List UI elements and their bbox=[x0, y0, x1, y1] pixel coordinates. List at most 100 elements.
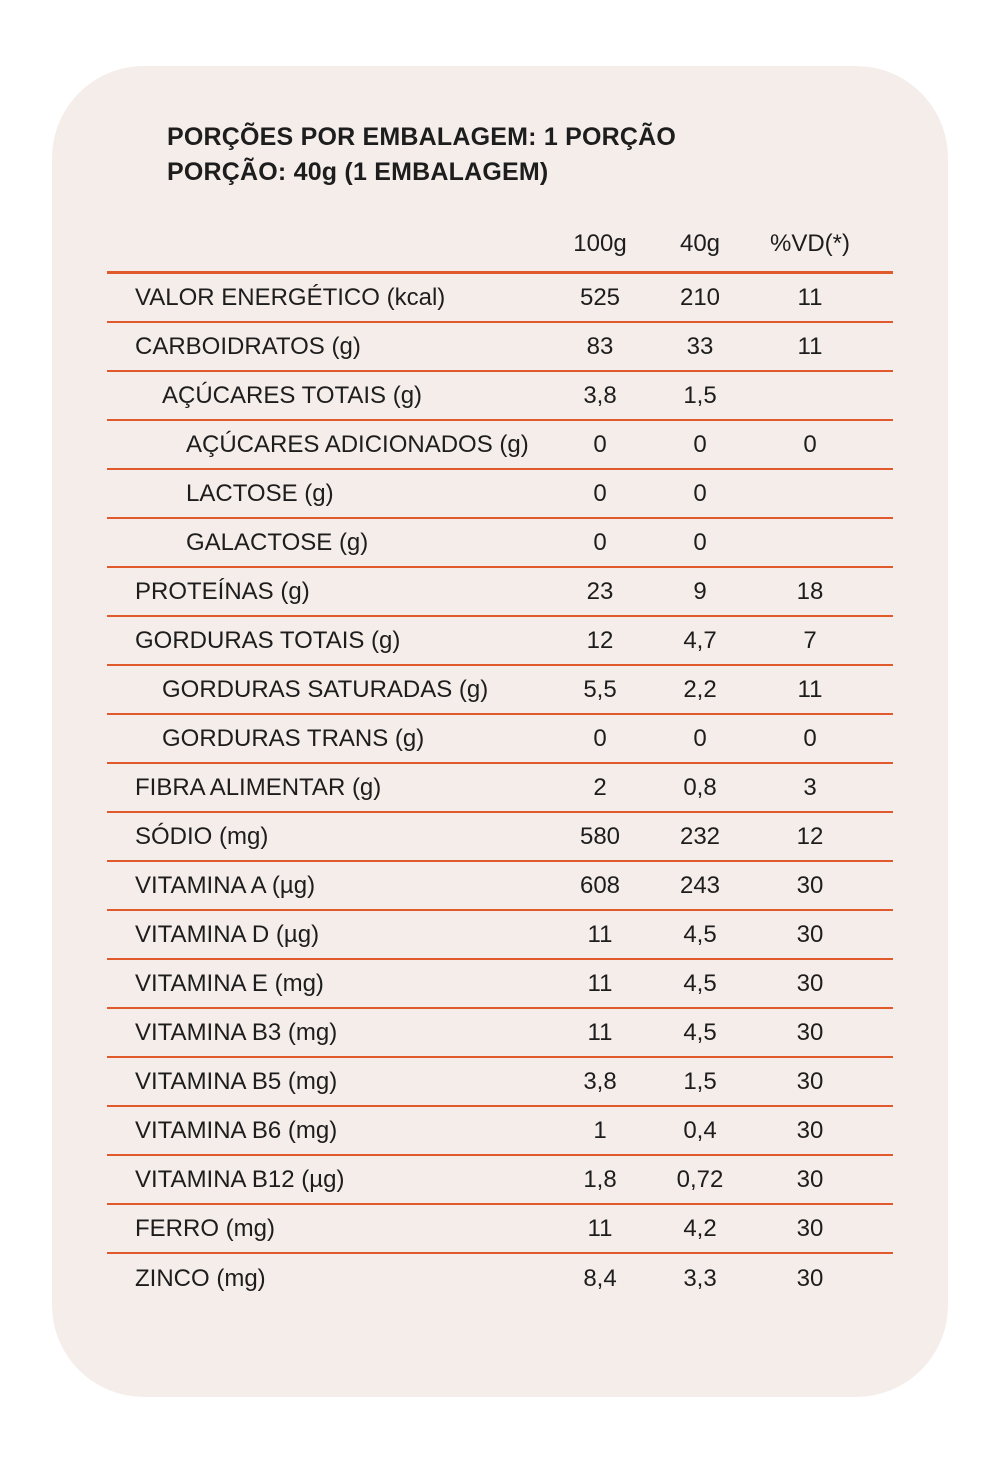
value-40g: 2,2 bbox=[683, 675, 717, 703]
value-40g: 9 bbox=[693, 577, 707, 605]
row-label: GORDURAS TOTAIS (g) bbox=[135, 626, 401, 654]
value-40g: 243 bbox=[679, 871, 721, 899]
table-row: VITAMINA E (mg) 11 4,5 30 bbox=[107, 960, 893, 1009]
value-100g: 0 bbox=[593, 528, 607, 556]
row-label: AÇÚCARES TOTAIS (g) bbox=[162, 381, 423, 409]
value-40g: 0 bbox=[693, 479, 707, 507]
value-vd: 18 bbox=[796, 577, 824, 605]
row-label: ZINCO (mg) bbox=[135, 1264, 266, 1292]
value-100g: 8,4 bbox=[583, 1264, 617, 1292]
table-row: AÇÚCARES TOTAIS (g) 3,8 1,5 bbox=[107, 372, 893, 421]
value-vd: 30 bbox=[796, 1018, 824, 1046]
table-row: GORDURAS SATURADAS (g) 5,5 2,2 11 bbox=[107, 666, 893, 715]
table-row: FERRO (mg) 11 4,2 30 bbox=[107, 1205, 893, 1254]
table-row: GORDURAS TOTAIS (g) 12 4,7 7 bbox=[107, 617, 893, 666]
row-label: VALOR ENERGÉTICO (kcal) bbox=[135, 283, 446, 311]
value-100g: 11 bbox=[587, 969, 613, 997]
row-label: FERRO (mg) bbox=[135, 1214, 275, 1242]
value-100g: 1,8 bbox=[583, 1165, 617, 1193]
column-header-100g: 100g bbox=[573, 230, 627, 257]
value-40g: 1,5 bbox=[683, 381, 717, 409]
column-header-vd: %VD(*) bbox=[769, 230, 850, 257]
row-label: SÓDIO (mg) bbox=[135, 822, 269, 850]
table-row: GORDURAS TRANS (g) 0 0 0 bbox=[107, 715, 893, 764]
value-100g: 0 bbox=[593, 479, 607, 507]
table-row: FIBRA ALIMENTAR (g) 2 0,8 3 bbox=[107, 764, 893, 813]
value-40g: 0,72 bbox=[676, 1165, 724, 1193]
value-vd: 11 bbox=[797, 332, 823, 360]
row-label: VITAMINA E (mg) bbox=[135, 969, 324, 997]
value-40g: 0,8 bbox=[683, 773, 717, 801]
value-40g: 232 bbox=[679, 822, 721, 850]
value-vd: 30 bbox=[796, 1067, 824, 1095]
row-label: LACTOSE (g) bbox=[186, 479, 334, 507]
value-100g: 0 bbox=[593, 430, 607, 458]
row-label: GALACTOSE (g) bbox=[186, 528, 369, 556]
table-row: VITAMINA B3 (mg) 11 4,5 30 bbox=[107, 1009, 893, 1058]
row-label: VITAMINA B3 (mg) bbox=[135, 1018, 338, 1046]
row-label: FIBRA ALIMENTAR (g) bbox=[135, 773, 382, 801]
table-row: CARBOIDRATOS (g) 83 33 11 bbox=[107, 323, 893, 372]
value-vd: 12 bbox=[796, 822, 824, 850]
table-row: VITAMINA B6 (mg) 1 0,4 30 bbox=[107, 1107, 893, 1156]
row-label: GORDURAS TRANS (g) bbox=[162, 724, 425, 752]
card-content: PORÇÕES POR EMBALAGEM: 1 PORÇÃO PORÇÃO: … bbox=[52, 66, 948, 1303]
value-100g: 3,8 bbox=[583, 1067, 617, 1095]
row-label: VITAMINA A (µg) bbox=[135, 871, 316, 899]
table-row: LACTOSE (g) 0 0 bbox=[107, 470, 893, 519]
table-row: VITAMINA A (µg) 608 243 30 bbox=[107, 862, 893, 911]
column-header-40g: 40g bbox=[679, 230, 721, 257]
serving-info: PORÇÕES POR EMBALAGEM: 1 PORÇÃO PORÇÃO: … bbox=[52, 120, 948, 190]
row-label: CARBOIDRATOS (g) bbox=[135, 332, 361, 360]
nutrition-facts-card: PORÇÕES POR EMBALAGEM: 1 PORÇÃO PORÇÃO: … bbox=[52, 66, 948, 1397]
table-row: AÇÚCARES ADICIONADOS (g) 0 0 0 bbox=[107, 421, 893, 470]
value-vd: 30 bbox=[796, 1214, 824, 1242]
value-100g: 2 bbox=[593, 773, 607, 801]
table-row: PROTEÍNAS (g) 23 9 18 bbox=[107, 568, 893, 617]
row-label: VITAMINA D (µg) bbox=[135, 920, 320, 948]
row-label: GORDURAS SATURADAS (g) bbox=[162, 675, 489, 703]
value-40g: 4,5 bbox=[683, 969, 717, 997]
value-vd: 30 bbox=[796, 920, 824, 948]
value-100g: 580 bbox=[579, 822, 621, 850]
value-40g: 0 bbox=[693, 528, 707, 556]
nutrition-table: 100g 40g %VD(*) VALOR ENERGÉTICO (kcal) … bbox=[107, 230, 893, 1303]
table-row: SÓDIO (mg) 580 232 12 bbox=[107, 813, 893, 862]
value-100g: 11 bbox=[587, 920, 613, 948]
value-40g: 1,5 bbox=[683, 1067, 717, 1095]
value-vd: 3 bbox=[803, 773, 817, 801]
value-vd: 11 bbox=[797, 283, 823, 311]
value-100g: 11 bbox=[587, 1018, 613, 1046]
value-40g: 33 bbox=[686, 332, 714, 360]
value-100g: 0 bbox=[593, 724, 607, 752]
value-vd: 30 bbox=[796, 1116, 824, 1144]
value-40g: 0 bbox=[693, 724, 707, 752]
serving-size: PORÇÃO: 40g (1 EMBALAGEM) bbox=[167, 158, 549, 186]
value-100g: 5,5 bbox=[583, 675, 617, 703]
row-label: VITAMINA B12 (µg) bbox=[135, 1165, 345, 1193]
table-row: GALACTOSE (g) 0 0 bbox=[107, 519, 893, 568]
value-vd: 30 bbox=[796, 969, 824, 997]
value-40g: 4,2 bbox=[683, 1214, 717, 1242]
value-40g: 4,5 bbox=[683, 920, 717, 948]
row-label: PROTEÍNAS (g) bbox=[135, 577, 310, 605]
value-40g: 0 bbox=[693, 430, 707, 458]
table-rows: VALOR ENERGÉTICO (kcal) 525 210 11 CARBO… bbox=[107, 274, 893, 1303]
value-vd: 30 bbox=[796, 1264, 824, 1292]
servings-per-package: PORÇÕES POR EMBALAGEM: 1 PORÇÃO bbox=[167, 123, 677, 151]
table-row: VITAMINA D (µg) 11 4,5 30 bbox=[107, 911, 893, 960]
value-100g: 525 bbox=[579, 283, 621, 311]
table-row: ZINCO (mg) 8,4 3,3 30 bbox=[107, 1254, 893, 1303]
value-vd: 7 bbox=[803, 626, 817, 654]
value-100g: 11 bbox=[587, 1214, 613, 1242]
value-100g: 3,8 bbox=[583, 381, 617, 409]
row-label: VITAMINA B5 (mg) bbox=[135, 1067, 338, 1095]
value-vd: 30 bbox=[796, 871, 824, 899]
value-vd: 0 bbox=[803, 430, 817, 458]
table-row: VITAMINA B12 (µg) 1,8 0,72 30 bbox=[107, 1156, 893, 1205]
value-40g: 210 bbox=[679, 283, 721, 311]
value-40g: 4,5 bbox=[683, 1018, 717, 1046]
value-100g: 23 bbox=[586, 577, 614, 605]
value-100g: 12 bbox=[586, 626, 614, 654]
value-vd: 30 bbox=[796, 1165, 824, 1193]
